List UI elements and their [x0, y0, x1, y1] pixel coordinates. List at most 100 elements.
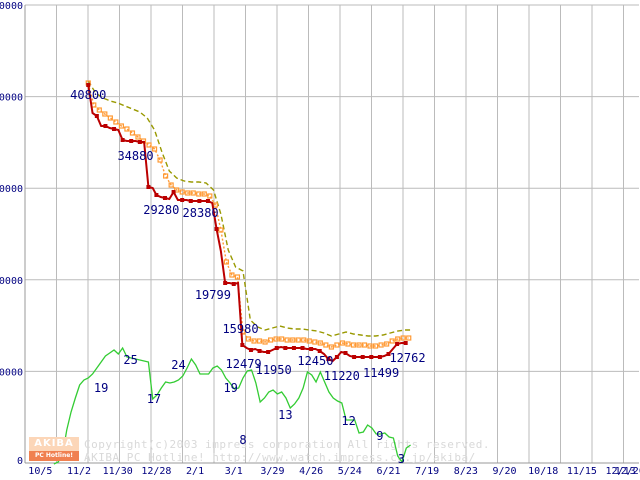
y-axis-ticks: 0 10000 20000 30000 40000 50000 [0, 1, 23, 467]
data-point-marker [400, 335, 406, 341]
data-point-marker [120, 138, 125, 142]
data-point-marker [197, 199, 202, 203]
data-point-marker [352, 355, 357, 359]
data-point-marker [306, 338, 312, 344]
data-point-label: 12762 [389, 351, 425, 365]
data-point-marker [214, 227, 219, 231]
data-point-label: 11499 [363, 366, 399, 380]
data-point-marker [312, 339, 318, 345]
data-point-label: 19799 [195, 288, 231, 302]
axis-lines [24, 5, 639, 464]
data-point-marker [317, 340, 323, 346]
data-point-label: 3 [398, 452, 405, 466]
data-point-label: 12450 [297, 354, 333, 368]
data-point-marker [240, 343, 245, 347]
x-tick-label: 2/1 [186, 466, 204, 477]
data-point-marker [406, 335, 412, 341]
data-point-marker [326, 357, 331, 361]
data-point-marker [256, 338, 263, 344]
data-point-marker [162, 196, 167, 200]
data-point-marker [94, 114, 99, 118]
data-point-marker [274, 346, 279, 350]
data-point-marker [334, 355, 339, 359]
data-point-marker [257, 349, 262, 353]
akiba-logo-subtitle: PC Hotline! [29, 451, 79, 461]
data-point-marker [323, 342, 329, 348]
data-point-label: 19 [223, 381, 237, 395]
data-point-marker [168, 182, 174, 188]
x-tick-label: 11/15 [567, 466, 597, 477]
data-point-marker [118, 123, 124, 129]
data-series [53, 80, 412, 465]
watermark-text: Copyright(c)2003 impress corporation All… [84, 438, 490, 464]
y-tick-label: 40000 [0, 93, 23, 104]
x-axis-ticks: 10/5 11/2 11/30 12/28 2/1 3/1 3/29 4/26 5/24 6/21… [28, 466, 640, 477]
data-point-marker [245, 336, 252, 342]
data-point-marker [300, 346, 305, 350]
x-tick-label: 10/5 [28, 466, 52, 477]
data-point-marker [360, 355, 365, 359]
x-tick-label: 3/29 [260, 466, 284, 477]
data-point-label: 12 [341, 414, 355, 428]
data-point-marker [96, 107, 102, 113]
data-point-label: 12479 [226, 357, 262, 371]
data-point-label: 17 [147, 392, 161, 406]
data-point-marker [229, 272, 235, 278]
data-point-marker [234, 274, 241, 280]
data-point-marker [223, 281, 228, 285]
x-tick-label: 11/2 [67, 466, 91, 477]
y-tick-label: 10000 [0, 367, 23, 378]
data-point-marker [384, 341, 390, 347]
data-point-marker [395, 342, 400, 346]
data-point-marker [146, 185, 151, 189]
data-point-marker [369, 355, 374, 359]
x-tick-label: 12/20 [615, 466, 640, 477]
data-point-marker [356, 342, 362, 348]
data-point-marker [343, 351, 348, 355]
data-point-marker [339, 340, 346, 346]
y-tick-label: 50000 [0, 1, 23, 12]
data-point-marker [129, 139, 134, 143]
data-point-label: 13 [278, 408, 292, 422]
data-point-marker [135, 134, 141, 140]
x-tick-label: 9/20 [492, 466, 516, 477]
data-point-label: 24 [171, 358, 185, 372]
data-point-marker [163, 173, 169, 179]
y-tick-label: 20000 [0, 276, 23, 287]
data-point-marker [201, 191, 207, 197]
data-point-marker [328, 344, 334, 350]
data-point-label: 19 [94, 381, 108, 395]
x-tick-label: 5/24 [338, 466, 362, 477]
data-point-marker [103, 124, 108, 128]
x-tick-label: 7/19 [415, 466, 439, 477]
data-point-label: 28380 [183, 206, 219, 220]
x-tick-label: 4/26 [299, 466, 323, 477]
data-point-marker [378, 342, 384, 348]
y-tick-label: 0 [17, 456, 23, 467]
data-point-label: 25 [123, 353, 137, 367]
data-point-marker [207, 193, 213, 199]
series-line-highest-price [87, 80, 411, 337]
data-point-marker [372, 343, 379, 349]
data-point-marker [154, 193, 159, 197]
data-point-labels: 40800 34880 29280 28380 19799 15980 1247911950… [70, 88, 425, 466]
data-point-label: 34880 [117, 149, 153, 163]
data-point-marker [386, 352, 391, 356]
y-tick-label: 30000 [0, 184, 23, 195]
data-point-marker [180, 198, 185, 202]
data-point-marker [151, 146, 158, 152]
data-point-marker [317, 349, 322, 353]
data-point-marker [389, 338, 395, 344]
data-point-marker [146, 142, 152, 148]
vertical-gridlines [24, 5, 624, 463]
data-point-marker [403, 341, 408, 345]
data-point-marker [185, 190, 191, 196]
akiba-logo: AKIBA PC Hotline! [29, 437, 79, 463]
x-tick-label: 10/18 [528, 466, 558, 477]
data-point-marker [279, 336, 285, 342]
data-point-marker [107, 115, 113, 121]
x-tick-label: 3/1 [225, 466, 243, 477]
data-point-label: 11220 [324, 369, 360, 383]
data-point-marker [262, 339, 268, 345]
data-point-marker [377, 355, 382, 359]
